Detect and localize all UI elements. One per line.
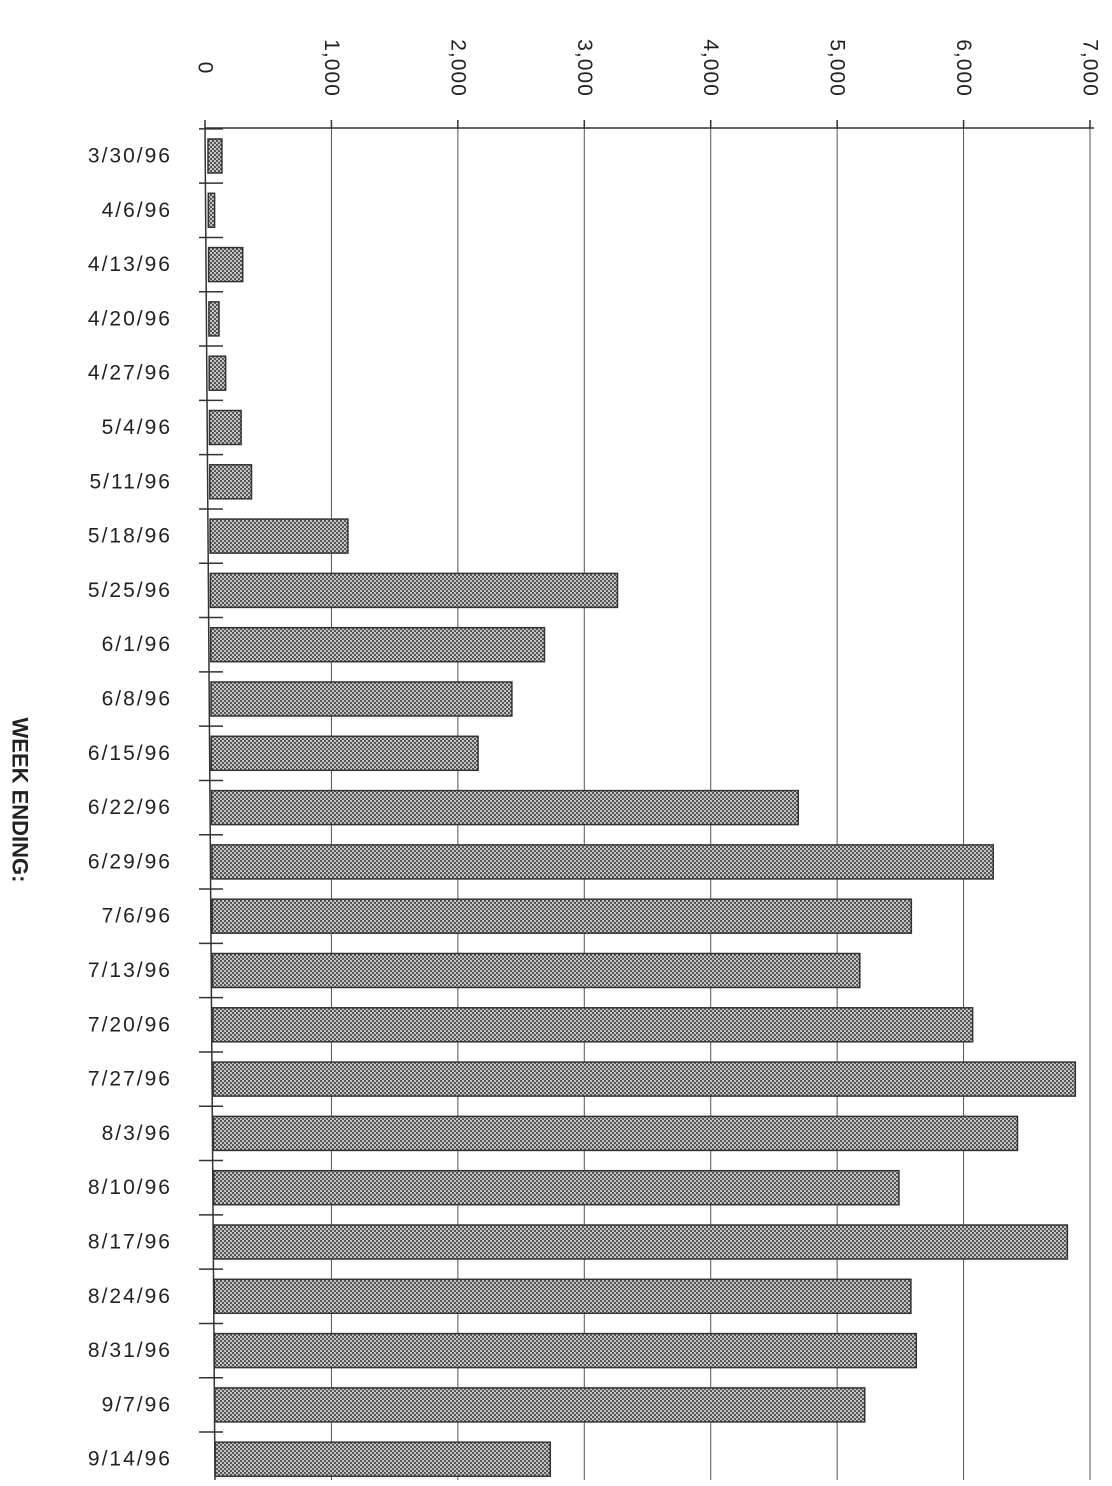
bar xyxy=(213,1278,912,1315)
category-label: 6/15/96 xyxy=(88,742,172,765)
bar xyxy=(210,681,513,717)
category-label: 7/13/96 xyxy=(88,959,172,982)
value-tick-label: 0 xyxy=(194,62,217,75)
bar xyxy=(208,409,242,446)
value-tick-label: 7,000 xyxy=(1079,39,1102,97)
category-label: 8/3/96 xyxy=(102,1122,172,1145)
category-label: 6/1/96 xyxy=(102,633,172,656)
bar xyxy=(213,1224,1069,1260)
category-label: 6/29/96 xyxy=(88,850,172,873)
category-label: 7/6/96 xyxy=(102,905,172,928)
category-axis-line xyxy=(204,127,216,1481)
category-label: 5/18/96 xyxy=(88,525,172,548)
bar xyxy=(207,246,244,283)
bar xyxy=(214,1441,551,1477)
bar xyxy=(210,735,479,772)
bar xyxy=(212,1115,1019,1152)
bars xyxy=(207,138,1077,1477)
category-label: 4/27/96 xyxy=(88,362,172,385)
value-tick-label: 1,000 xyxy=(320,39,343,97)
bar xyxy=(210,789,799,826)
bar xyxy=(209,626,546,663)
value-tick-label: 5,000 xyxy=(826,39,849,97)
bar xyxy=(212,1061,1077,1097)
bar xyxy=(207,192,216,229)
category-label: 7/27/96 xyxy=(88,1068,172,1091)
bar xyxy=(209,464,253,500)
value-tick-label: 4,000 xyxy=(699,39,722,97)
bar xyxy=(208,301,220,337)
category-label: 5/11/96 xyxy=(89,470,172,493)
category-label: 6/22/96 xyxy=(88,796,172,819)
bar xyxy=(209,572,619,609)
category-axis: 3/30/96 4/6/96 4/13/96 4/20/96 4/27/96 5/4/96… xyxy=(88,127,223,1481)
category-label: 6/8/96 xyxy=(102,688,172,711)
category-label: 9/7/96 xyxy=(102,1393,172,1416)
value-tick-label: 6,000 xyxy=(952,39,975,97)
category-label: 4/20/96 xyxy=(88,307,172,330)
category-label: 8/24/96 xyxy=(88,1285,172,1308)
category-label: 8/10/96 xyxy=(88,1176,172,1199)
bar xyxy=(211,844,994,880)
category-label: 9/14/96 xyxy=(88,1448,172,1471)
bar xyxy=(211,952,861,989)
category-label: 5/25/96 xyxy=(88,579,172,602)
bar xyxy=(208,355,227,391)
bar xyxy=(213,1332,918,1369)
category-label: 8/17/96 xyxy=(88,1231,172,1254)
category-label: 4/6/96 xyxy=(102,199,172,222)
value-tick-label: 3,000 xyxy=(573,39,596,97)
y-axis-title: WEEK ENDING: xyxy=(8,718,33,883)
bar xyxy=(212,1007,974,1043)
bar xyxy=(209,518,349,554)
value-tick-label: 2,000 xyxy=(446,39,469,97)
category-label: 3/30/96 xyxy=(88,145,172,168)
category-label: 7/20/96 xyxy=(88,1013,172,1036)
bar xyxy=(214,1387,866,1423)
value-axis: 0 1,000 2,000 3,000 4,000 5,000 6,000 7,000 xyxy=(194,39,1102,129)
bar xyxy=(207,138,223,174)
bar xyxy=(211,898,913,934)
category-label: 5/4/96 xyxy=(102,416,172,439)
category-label: 8/31/96 xyxy=(88,1339,172,1362)
category-label: 4/13/96 xyxy=(88,253,172,276)
bar xyxy=(212,1169,900,1206)
